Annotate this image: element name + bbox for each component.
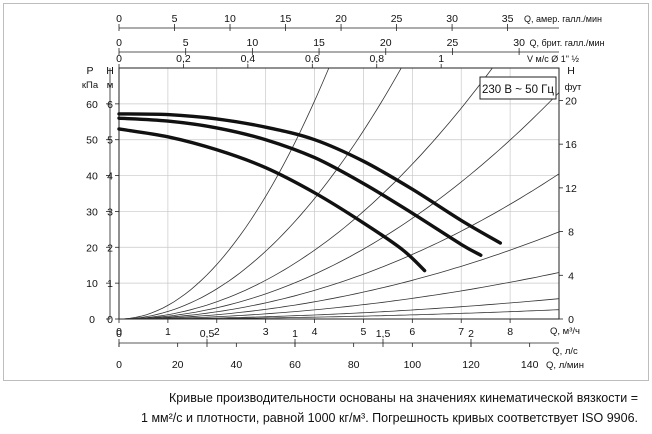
system-curve: [119, 231, 559, 319]
system-curve: [119, 68, 402, 319]
uk-gpm-tick-label: 10: [247, 37, 259, 49]
kpa-tick-label: 10: [86, 278, 98, 290]
velocity-axis-label: V м/с Ø 1" ½: [527, 54, 579, 64]
us-gpm-tick-label: 5: [172, 13, 178, 25]
kpa-tick-label: 40: [86, 171, 98, 183]
m-tick-label: 3: [107, 206, 113, 218]
ls-tick-label: 0,5: [200, 328, 215, 340]
lmin-tick-label: 20: [172, 359, 184, 371]
pump-curve-2: [117, 116, 483, 257]
ft-tick-label: 12: [565, 183, 577, 195]
system-curve: [119, 68, 330, 319]
velocity-tick-label: 1: [438, 53, 444, 65]
pump-curve-3: [117, 127, 427, 273]
lmin-axis-label: Q, л/мин: [546, 360, 584, 371]
uk-gpm-tick-label: 15: [313, 37, 325, 49]
lmin-tick-label: 100: [404, 359, 422, 371]
velocity-tick-label: 0,4: [241, 53, 256, 65]
uk-gpm-tick-label: 30: [513, 37, 525, 49]
kpa-tick-label: 30: [86, 206, 98, 218]
m3h-tick-label: 2: [214, 326, 220, 338]
kpa-tick-label: 60: [86, 99, 98, 111]
m3h-tick-label: 8: [507, 326, 513, 338]
system-curves: [119, 68, 559, 319]
m3h-tick-label: 6: [409, 326, 415, 338]
m3h-tick-label: 7: [458, 326, 464, 338]
m3h-tick-label: 0: [116, 326, 122, 338]
kpa-tick-label: 50: [86, 135, 98, 147]
lmin-tick-label: 60: [289, 359, 301, 371]
ft-axis-symbol: H: [567, 65, 575, 77]
m-tick-label: 6: [107, 99, 113, 111]
uk-gpm-tick-label: 5: [183, 37, 189, 49]
ft-axis-unit: фут: [565, 82, 582, 93]
m3h-tick-label: 4: [312, 326, 318, 338]
lmin-tick-label: 80: [348, 359, 360, 371]
us-gpm-tick-label: 35: [502, 13, 514, 25]
ls-tick-label: 1,5: [376, 328, 391, 340]
us-gpm-tick-label: 20: [335, 13, 347, 25]
ft-tick-label: 20: [565, 95, 577, 107]
kpa-tick-label: 0: [89, 314, 95, 326]
m-axis-unit: м: [107, 80, 114, 91]
velocity-tick-label: 0: [116, 53, 122, 65]
system-curve: [119, 173, 559, 319]
us-gpm-tick-label: 25: [391, 13, 403, 25]
us-gpm-tick-label: 10: [224, 13, 236, 25]
ls-axis-label: Q, л/с: [552, 346, 578, 357]
ft-tick-label: 8: [568, 227, 574, 239]
pump-performance-chart: 01020304050600123456PкПаHм048121620Hфут0…: [82, 13, 605, 371]
lmin-tick-label: 40: [230, 359, 242, 371]
ls-tick-label: 0: [116, 328, 122, 340]
system-curve: [119, 68, 493, 319]
m3h-tick-label: 5: [361, 326, 367, 338]
lmin-tick-label: 140: [521, 359, 539, 371]
ft-tick-label: 0: [568, 314, 574, 326]
us-gpm-tick-label: 0: [116, 13, 122, 25]
velocity-tick-label: 0,2: [176, 53, 191, 65]
m3h-tick-label: 3: [263, 326, 269, 338]
system-curve: [119, 272, 559, 319]
ls-tick-label: 2: [468, 328, 474, 340]
m3h-tick-label: 1: [165, 326, 171, 338]
lmin-tick-label: 0: [116, 359, 122, 371]
kpa-axis-symbol: P: [86, 65, 93, 77]
m-tick-label: 5: [107, 135, 113, 147]
system-curve: [119, 92, 559, 319]
uk-gpm-tick-label: 20: [380, 37, 392, 49]
uk-gpm-axis-label: Q, брит. галл./мин: [529, 38, 604, 48]
uk-gpm-tick-label: 25: [447, 37, 459, 49]
lmin-tick-label: 120: [462, 359, 480, 371]
ft-tick-label: 4: [568, 270, 574, 282]
chart-caption: Кривые производительности основаны на зн…: [0, 388, 638, 428]
pump-curve-1: [117, 112, 502, 245]
us-gpm-axis-label: Q, амер. галл./мин: [524, 14, 602, 24]
caption-line-2: 1 мм²/с и плотности, равной 1000 кг/м³. …: [141, 411, 638, 425]
ft-tick-label: 16: [565, 139, 577, 151]
kpa-axis-unit: кПа: [82, 80, 99, 91]
velocity-tick-label: 0,8: [369, 53, 384, 65]
voltage-box: [479, 76, 557, 100]
plot-area-border: [118, 67, 560, 320]
us-gpm-tick-label: 30: [446, 13, 458, 25]
us-gpm-tick-label: 15: [280, 13, 292, 25]
m-axis-symbol: H: [106, 65, 114, 77]
velocity-tick-label: 0,6: [305, 53, 320, 65]
m-tick-label: 1: [107, 278, 113, 290]
voltage-label: 230 В ~ 50 Гц: [482, 84, 554, 96]
m3h-axis-label: Q, м³/ч: [550, 326, 580, 337]
kpa-tick-label: 20: [86, 242, 98, 254]
m-tick-label: 2: [107, 242, 113, 254]
ls-tick-label: 1: [292, 328, 298, 340]
m-tick-label: 0: [107, 314, 113, 326]
system-curve: [119, 309, 559, 319]
m-tick-label: 4: [107, 171, 113, 183]
caption-line-1: Кривые производительности основаны на зн…: [169, 391, 638, 405]
uk-gpm-tick-label: 0: [116, 37, 122, 49]
